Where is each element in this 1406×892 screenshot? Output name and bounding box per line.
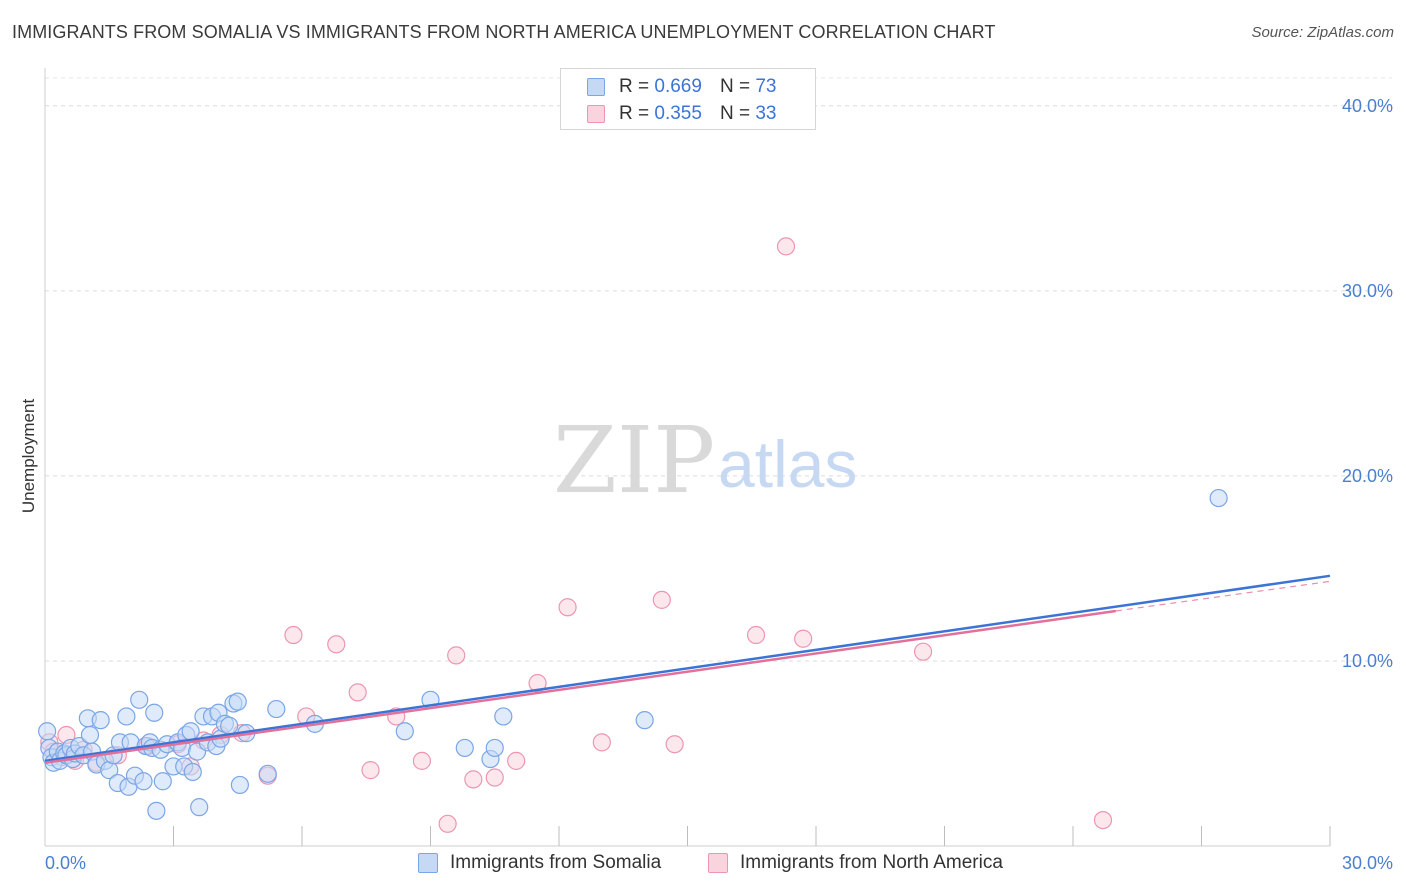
- data-point-somalia: [258, 764, 277, 783]
- data-point-somalia: [134, 772, 153, 791]
- data-point-north-america: [438, 814, 457, 833]
- trend-lines: [44, 574, 1331, 764]
- data-point-north-america: [776, 237, 796, 256]
- source-label: Source: ZipAtlas.com: [1251, 24, 1394, 41]
- data-point-somalia: [494, 707, 513, 726]
- bottom-legend-somalia: Immigrants from Somalia: [418, 852, 661, 874]
- data-point-somalia: [395, 722, 414, 741]
- legend-r-label: R =: [619, 103, 650, 124]
- legend-n-label: N =: [719, 76, 751, 97]
- data-point-north-america: [913, 642, 933, 661]
- data-point-north-america: [794, 629, 813, 648]
- data-point-north-america: [652, 590, 671, 609]
- x-tick-label: 30.0%: [1342, 853, 1393, 873]
- data-point-somalia: [38, 722, 57, 741]
- watermark-atlas: atlas: [718, 427, 857, 501]
- y-axis-label: Unemployment: [19, 399, 38, 514]
- bottom-legend-swatch-blue: [418, 853, 438, 873]
- bottom-legend: Immigrants from Somalia Immigrants from …: [0, 852, 1406, 878]
- trend-line-north-america-extension: [1115, 580, 1331, 612]
- y-tick-label: 10.0%: [1342, 651, 1393, 671]
- data-point-somalia: [91, 711, 110, 730]
- trend-line-north-america: [44, 609, 1117, 764]
- watermark: ZIP atlas: [553, 407, 857, 514]
- legend-swatch-pink: [587, 105, 605, 123]
- data-point-north-america: [412, 751, 432, 770]
- x-tick-label: 0.0%: [45, 853, 86, 873]
- watermark-zip: ZIP: [553, 407, 715, 514]
- data-point-north-america: [485, 768, 504, 787]
- legend-r-value-north-america: 0.355: [654, 103, 702, 124]
- series-somalia-points: [38, 488, 1228, 820]
- data-point-somalia: [145, 703, 164, 722]
- y-tick-label: 20.0%: [1342, 466, 1393, 486]
- data-point-somalia: [220, 716, 239, 735]
- data-point-somalia: [190, 798, 209, 817]
- gridlines: [45, 77, 1392, 662]
- legend-n-value-north-america: 33: [755, 103, 777, 124]
- legend-row-north-america: R = 0.355 N = 33: [587, 102, 776, 126]
- legend-n-label: N =: [719, 103, 751, 124]
- data-point-north-america: [665, 735, 684, 754]
- y-tick-label: 40.0%: [1342, 96, 1393, 116]
- data-point-north-america: [348, 683, 367, 702]
- legend-r-label: R =: [619, 76, 650, 97]
- data-point-somalia: [228, 692, 247, 711]
- data-point-north-america: [447, 646, 466, 665]
- y-tick-labels: 10.0% 20.0% 30.0% 40.0%: [1342, 96, 1393, 671]
- data-point-somalia: [485, 738, 504, 758]
- legend-swatch-blue: [587, 78, 605, 96]
- bottom-legend-label-north-america: Immigrants from North America: [740, 852, 1003, 873]
- data-point-somalia: [635, 711, 654, 730]
- data-point-somalia: [117, 707, 136, 726]
- bottom-legend-label-somalia: Immigrants from Somalia: [450, 852, 662, 873]
- data-point-north-america: [284, 625, 303, 645]
- data-point-north-america: [327, 635, 346, 654]
- data-point-north-america: [558, 598, 577, 617]
- x-tick-labels: 0.0% 30.0%: [45, 853, 1393, 873]
- data-point-somalia: [183, 762, 202, 782]
- data-point-somalia: [153, 772, 172, 791]
- trend-line-somalia: [44, 574, 1331, 763]
- legend-n-value-somalia: 73: [755, 76, 777, 97]
- data-point-somalia: [230, 775, 249, 795]
- data-point-somalia: [1209, 488, 1228, 508]
- data-point-north-america: [592, 733, 611, 752]
- bottom-legend-swatch-pink: [708, 853, 728, 873]
- data-point-north-america: [507, 751, 526, 770]
- data-point-north-america: [361, 761, 380, 780]
- data-point-north-america: [1093, 810, 1113, 830]
- bottom-legend-north-america: Immigrants from North America: [708, 852, 1003, 874]
- legend-row-somalia: R = 0.669 N = 73: [587, 75, 776, 99]
- legend-r-value-somalia: 0.669: [654, 76, 702, 97]
- data-point-somalia: [80, 725, 100, 745]
- data-point-somalia: [130, 690, 149, 709]
- legend: R = 0.669 N = 73 R = 0.355 N = 33: [560, 68, 816, 130]
- data-point-somalia: [147, 801, 166, 820]
- data-point-somalia: [181, 722, 200, 741]
- chart-title: IMMIGRANTS FROM SOMALIA VS IMMIGRANTS FR…: [12, 22, 996, 42]
- data-point-somalia: [267, 699, 286, 719]
- y-tick-label: 30.0%: [1342, 281, 1393, 301]
- data-point-north-america: [746, 625, 766, 645]
- axes: [44, 68, 1331, 847]
- data-point-north-america: [464, 770, 483, 789]
- data-point-north-america: [528, 674, 547, 693]
- data-point-somalia: [455, 738, 474, 758]
